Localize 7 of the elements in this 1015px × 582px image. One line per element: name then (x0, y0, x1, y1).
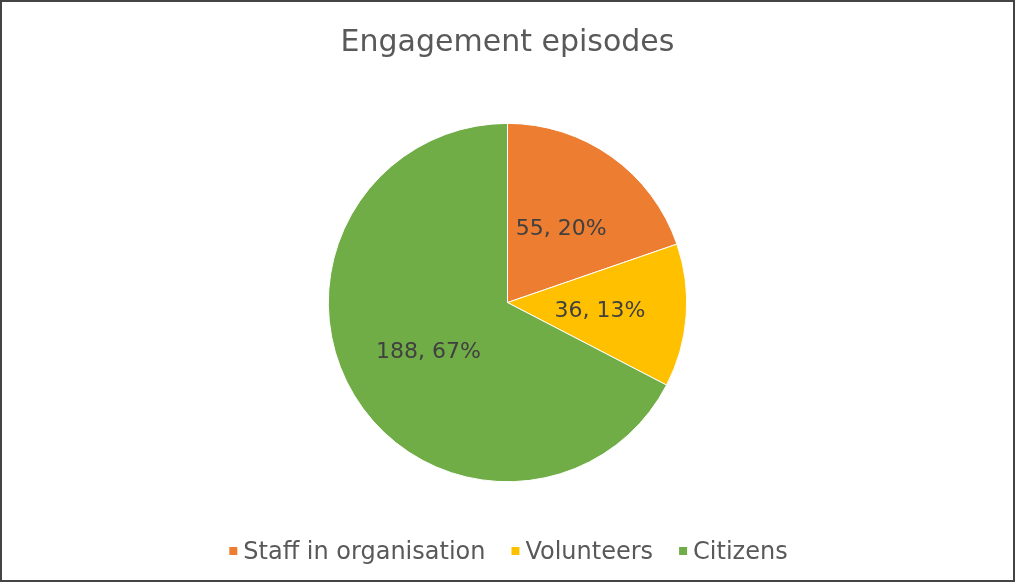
chart-title: Engagement episodes (340, 22, 675, 58)
legend-label: Staff in organisation (243, 537, 486, 565)
legend-label: Citizens (693, 537, 788, 565)
legend-label: Volunteers (525, 537, 654, 565)
data-label: 36, 13% (554, 296, 646, 322)
data-label: 188, 67% (375, 338, 481, 364)
data-label: 55, 20% (515, 214, 607, 240)
